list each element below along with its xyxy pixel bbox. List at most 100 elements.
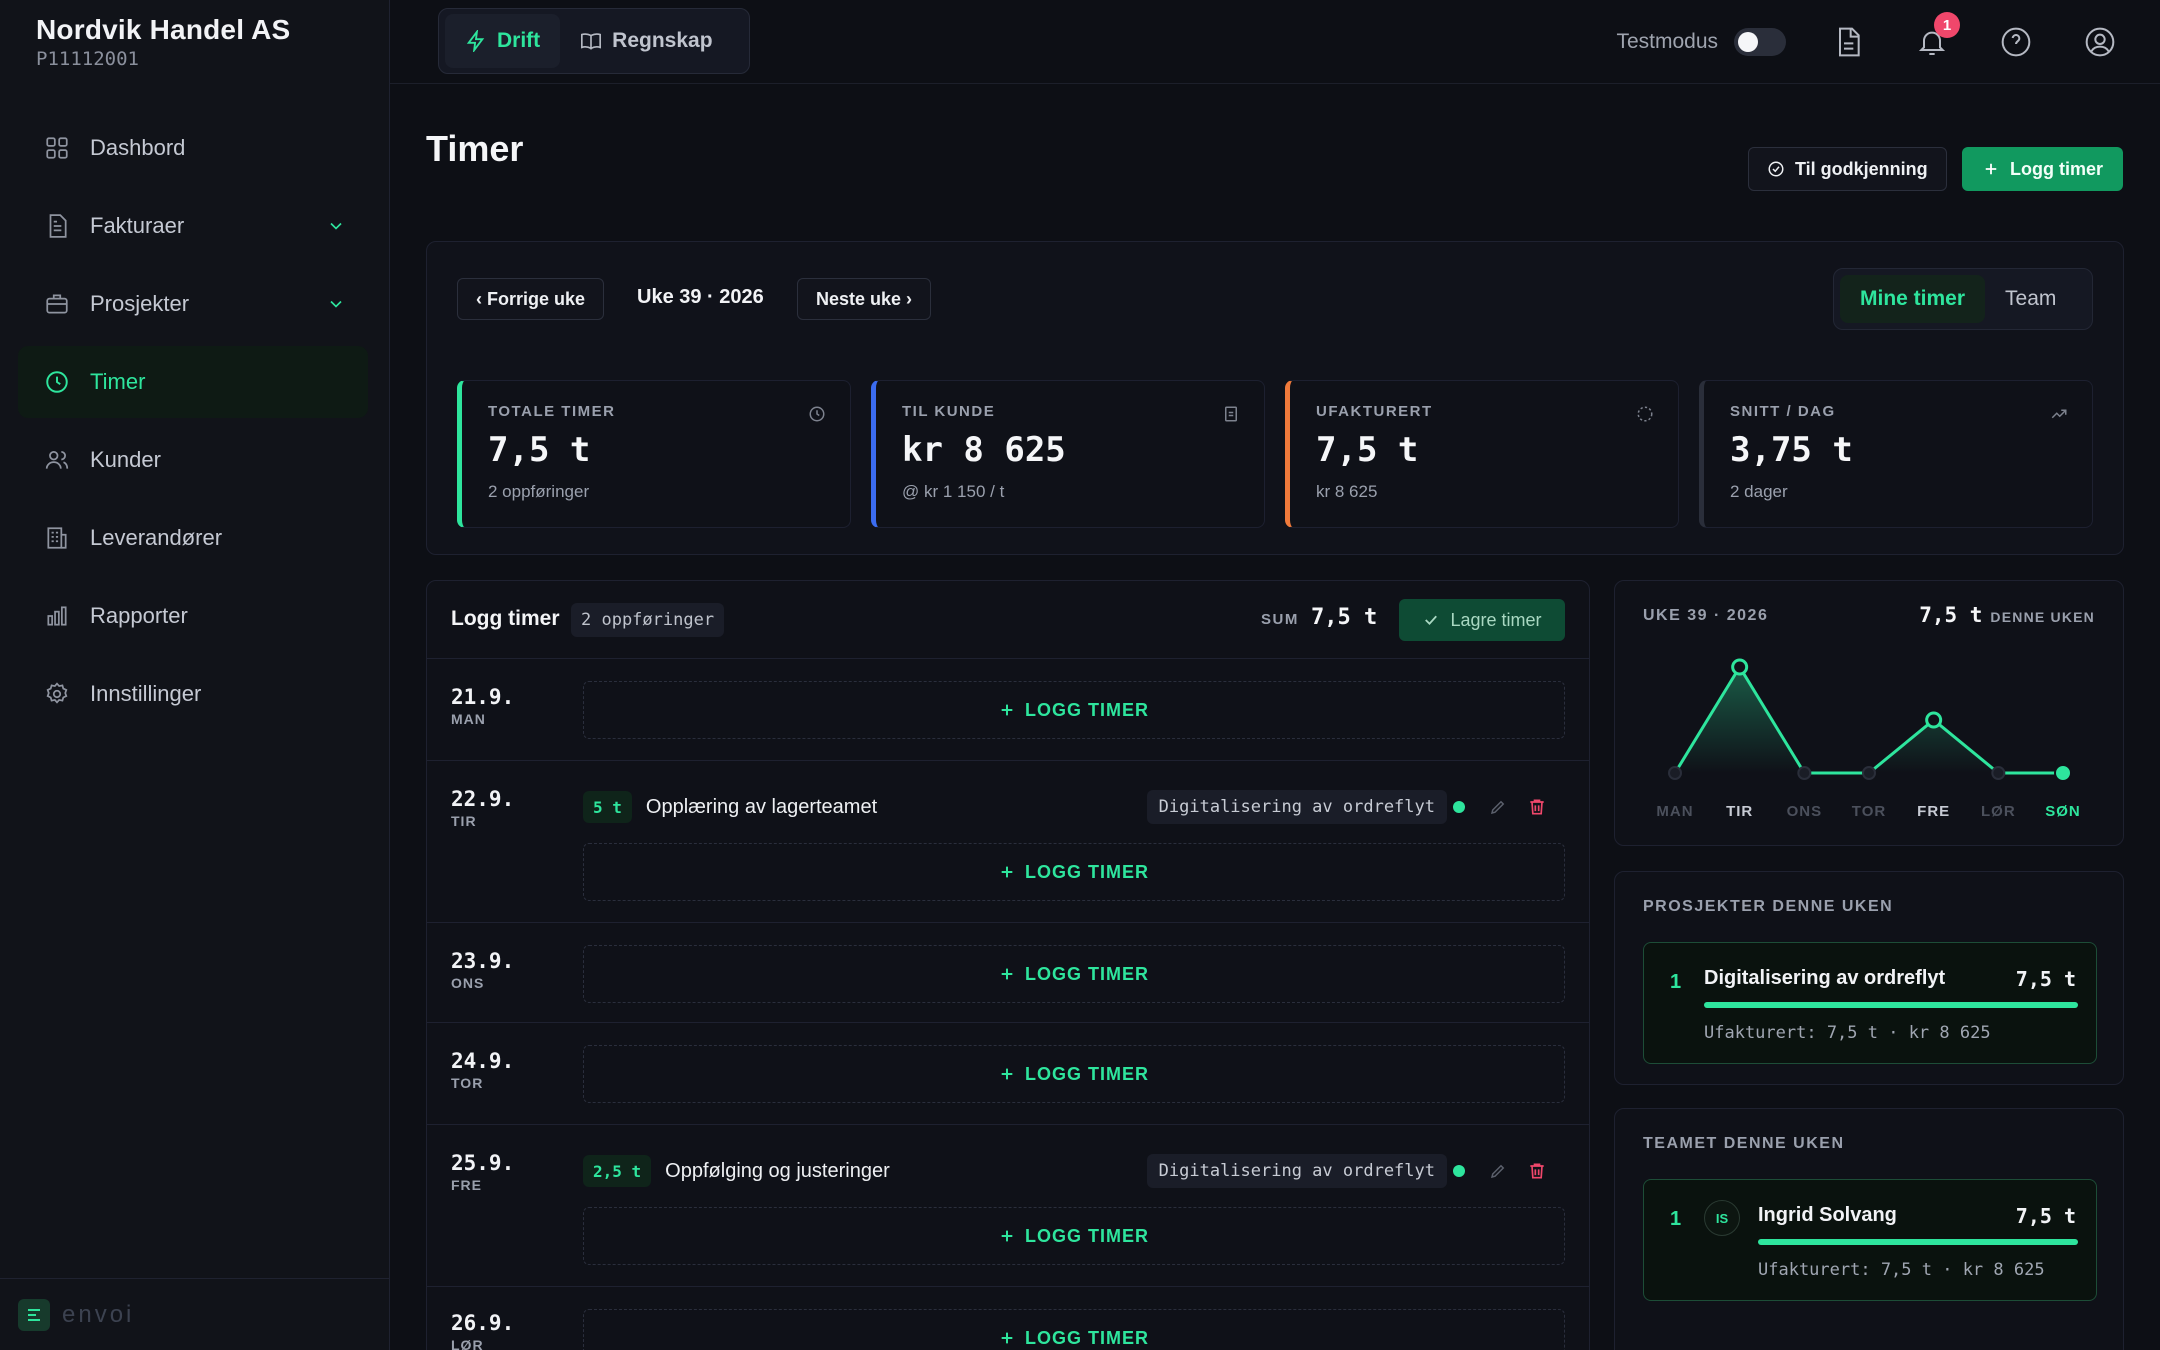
notification-badge: 1	[1934, 12, 1960, 38]
stat-sub: kr 8 625	[1316, 482, 1378, 501]
day-row: 26.9. LØR LOGG TIMER	[427, 1287, 1589, 1350]
add-hours-slot[interactable]: LOGG TIMER	[583, 945, 1565, 1003]
week-chart-panel: UKE 39 · 2026 7,5 t DENNE UKEN MAN TIR ONS…	[1614, 580, 2124, 846]
company-id: P11112001	[36, 48, 139, 70]
pencil-icon[interactable]	[1489, 798, 1507, 816]
project-item[interactable]: 1 Digitalisering av ordreflyt 7,5 t Ufak…	[1643, 942, 2097, 1064]
save-hours-label: Lagre timer	[1450, 609, 1542, 630]
sidebar-item-prosjekter[interactable]: Prosjekter	[18, 268, 368, 340]
sum-label: SUM	[1261, 611, 1299, 628]
chart-point-fre[interactable]	[1925, 711, 1943, 729]
sidebar-item-rapporter[interactable]: Rapporter	[18, 580, 368, 652]
bell-icon[interactable]: 1	[1916, 12, 1960, 58]
add-hours-slot[interactable]: LOGG TIMER	[583, 843, 1565, 901]
add-hours-slot[interactable]: LOGG TIMER	[583, 1309, 1565, 1350]
sidebar-item-label: Dashbord	[90, 135, 186, 160]
sidebar-item-leverandorer[interactable]: Leverandører	[18, 502, 368, 574]
day-name: FRE	[451, 1177, 482, 1193]
testmode-toggle[interactable]	[1734, 28, 1786, 56]
chart-point-man[interactable]	[1668, 766, 1682, 780]
time-entry[interactable]: 5 t Opplæring av lagerteamet Digitaliser…	[583, 787, 1565, 827]
entry-hours: 2,5 t	[583, 1155, 652, 1187]
sidebar-item-label: Innstillinger	[90, 681, 202, 706]
week-label: Uke 39 · 2026	[637, 286, 764, 308]
tab-label: Drift	[497, 29, 541, 52]
topbar: Drift Regnskap Testmodus 1	[390, 0, 2160, 84]
chart-point-søn[interactable]	[2054, 764, 2072, 782]
chart-title: UKE 39 · 2026	[1643, 607, 1769, 624]
user-profile-icon[interactable]	[2084, 26, 2116, 58]
project-name: Digitalisering av ordreflyt	[1704, 967, 1946, 989]
sidebar-item-label: Fakturaer	[90, 213, 185, 238]
users-icon	[45, 451, 69, 469]
save-hours-button[interactable]: Lagre timer	[1399, 599, 1565, 641]
add-hours-slot[interactable]: LOGG TIMER	[583, 681, 1565, 739]
chart-tick-label: TOR	[1852, 803, 1886, 820]
team-member-item[interactable]: 1 IS Ingrid Solvang 7,5 t Ufakturert: 7,…	[1643, 1179, 2097, 1301]
plus-icon	[1001, 704, 1013, 716]
chart-point-ons[interactable]	[1797, 766, 1812, 780]
stat-value: kr 8 625	[902, 430, 1066, 470]
approval-button-label: Til godkjenning	[1795, 158, 1928, 179]
chart-tick-label: FRE	[1917, 803, 1950, 820]
chart-point-tir[interactable]	[1731, 658, 1749, 676]
envoi-logo-text: envoi	[62, 1300, 135, 1328]
team-panel: TEAMET DENNE UKEN 1 IS Ingrid Solvang 7,…	[1614, 1108, 2124, 1350]
stat-card-avg-per-day: SNITT / DAG 3,75 t 2 dager	[1699, 380, 2093, 528]
sidebar-item-fakturaer[interactable]: Fakturaer	[18, 190, 368, 262]
day-name: MAN	[451, 711, 486, 727]
day-date: 23.9.	[451, 949, 515, 973]
pencil-icon[interactable]	[1489, 1162, 1507, 1180]
clock-icon	[46, 371, 68, 393]
sidebar-item-kunder[interactable]: Kunder	[18, 424, 368, 496]
team-rank: 1	[1670, 1208, 1682, 1230]
log-title: Logg timer	[451, 607, 560, 630]
stat-value: 7,5 t	[1316, 430, 1419, 470]
page-title: Timer	[426, 128, 524, 169]
trash-icon[interactable]	[1527, 1161, 1547, 1181]
chart-point-tor[interactable]	[1862, 766, 1876, 780]
trash-icon[interactable]	[1527, 797, 1547, 817]
sidebar-item-timer[interactable]: Timer	[18, 346, 368, 418]
stat-value: 3,75 t	[1730, 430, 1853, 470]
topbar-actions: Testmodus 1	[1616, 0, 2160, 84]
help-icon[interactable]	[2000, 26, 2032, 58]
chart-tick-label: MAN	[1656, 803, 1693, 820]
tab-drift[interactable]: Drift	[445, 14, 561, 68]
add-hours-label: LOGG TIMER	[1025, 1327, 1149, 1348]
sidebar-item-dashbord[interactable]: Dashbord	[18, 112, 368, 184]
day-row: 23.9. ONS LOGG TIMER	[427, 923, 1589, 1023]
sidebar-item-innstillinger[interactable]: Innstillinger	[18, 658, 368, 730]
tab-regnskap[interactable]: Regnskap	[560, 14, 732, 68]
chevron-down-icon[interactable]	[326, 294, 346, 314]
previous-week-button[interactable]: ‹ Forrige uke	[457, 278, 605, 320]
day-row: 24.9. TOR LOGG TIMER	[427, 1023, 1589, 1125]
day-date: 25.9.	[451, 1151, 515, 1175]
tab-mine-timer[interactable]: Mine timer	[1840, 275, 1986, 323]
next-week-button[interactable]: Neste uke ›	[797, 278, 932, 320]
chart-point-lør[interactable]	[1991, 766, 2006, 780]
plus-icon	[1001, 968, 1013, 980]
approval-button[interactable]: Til godkjenning	[1748, 147, 1947, 191]
company-name: Nordvik Handel AS	[36, 14, 291, 45]
entry-description: Opplæring av lagerteamet	[645, 795, 878, 818]
log-hours-button[interactable]: Logg timer	[1962, 147, 2123, 191]
document-icon[interactable]	[1832, 26, 1864, 58]
add-hours-slot[interactable]: LOGG TIMER	[583, 1207, 1565, 1265]
chevron-down-icon[interactable]	[326, 216, 346, 236]
add-hours-slot[interactable]: LOGG TIMER	[583, 1045, 1565, 1103]
tab-team[interactable]: Team	[2005, 287, 2057, 310]
day-row: 21.9. MAN LOGG TIMER	[427, 659, 1589, 761]
brand[interactable]: Nordvik Handel AS P11112001	[36, 14, 290, 70]
day-date: 24.9.	[451, 1049, 515, 1073]
entry-project-tag: Digitalisering av ordreflyt	[1146, 790, 1447, 824]
stat-label: TIL KUNDE	[902, 403, 996, 420]
gear-icon	[46, 682, 68, 704]
building-icon	[47, 527, 67, 549]
log-hours-button-label: Logg timer	[2010, 158, 2103, 179]
day-row: 25.9. FRE 2,5 t Oppfølging og justeringe…	[427, 1125, 1589, 1287]
mode-switch: Drift Regnskap	[438, 8, 750, 74]
chart-tick-label: TIR	[1726, 803, 1753, 820]
plus-icon	[1001, 1230, 1013, 1242]
time-entry[interactable]: 2,5 t Oppfølging og justeringer Digitali…	[583, 1151, 1565, 1191]
